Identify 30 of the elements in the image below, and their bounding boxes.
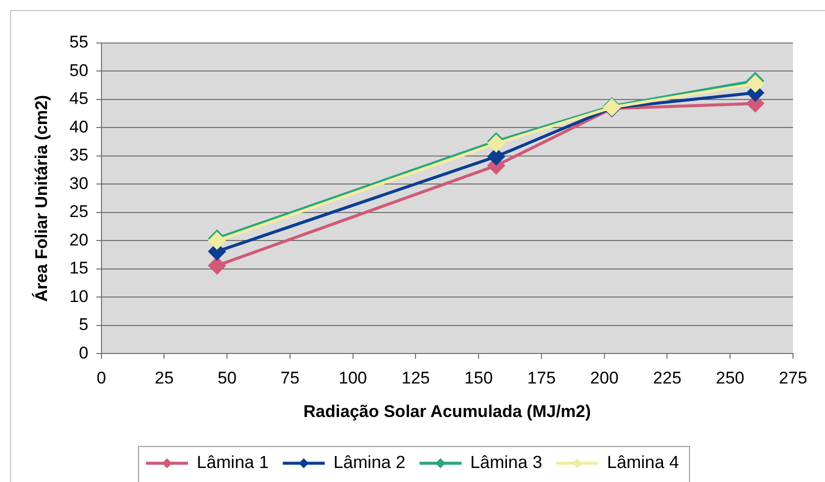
x-tick-label: 125 — [402, 368, 430, 388]
y-tick-label: 20 — [69, 230, 88, 250]
x-tick-label: 225 — [653, 368, 682, 388]
y-tick-label: 40 — [69, 117, 88, 136]
y-tick-label: 15 — [69, 258, 88, 278]
y-tick-label: 25 — [69, 202, 88, 222]
y-axis-title: Área Foliar Unitária (cm2) — [30, 94, 51, 302]
y-tick-label: 45 — [69, 89, 88, 108]
y-tick-label: 10 — [69, 286, 88, 306]
x-tick-label: 25 — [154, 368, 174, 388]
y-tick-label: 30 — [69, 174, 88, 193]
y-tick-label: 35 — [69, 146, 88, 165]
x-axis-title: Radiação Solar Acumulada (MJ/m2) — [303, 402, 591, 421]
x-tick-label: 100 — [338, 368, 368, 388]
y-tick-label: 0 — [78, 343, 88, 362]
x-tick-label: 175 — [527, 368, 556, 388]
y-tick-label: 55 — [69, 32, 88, 52]
legend-label: Lâmina 4 — [606, 452, 680, 472]
x-tick-label: 50 — [218, 368, 237, 388]
legend-label: Lâmina 3 — [470, 452, 542, 472]
y-tick-label: 5 — [78, 315, 88, 334]
x-tick-label: 0 — [96, 368, 106, 388]
x-tick-label: 250 — [716, 368, 744, 388]
x-tick-label: 275 — [778, 368, 808, 388]
x-tick-label: 150 — [464, 368, 493, 388]
legend-label: Lâmina 2 — [334, 452, 406, 472]
legend-label: Lâmina 1 — [196, 452, 269, 472]
x-tick-label: 200 — [590, 368, 619, 388]
x-tick-label: 75 — [280, 368, 300, 388]
y-tick-label: 50 — [69, 60, 88, 80]
